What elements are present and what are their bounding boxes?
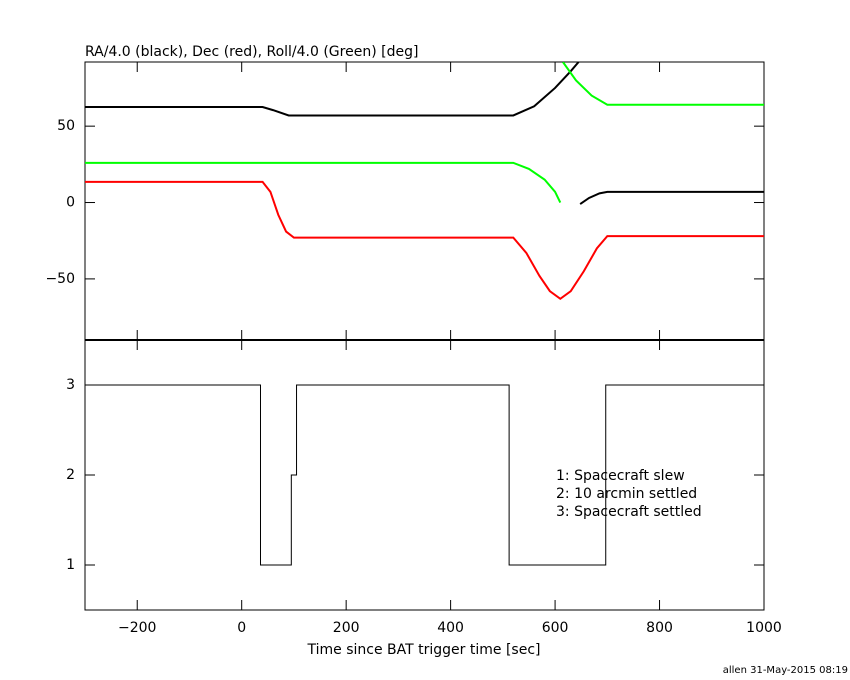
y-tick-label: −50 xyxy=(45,271,75,287)
series-line xyxy=(85,384,764,566)
y-tick-label: 1 xyxy=(66,557,75,573)
x-tick-label: 200 xyxy=(333,620,360,636)
y-tick-label: 3 xyxy=(66,377,75,393)
series-line xyxy=(85,62,764,203)
x-tick-label: 1000 xyxy=(746,620,782,636)
footer: allen 31-May-2015 08:19 xyxy=(723,665,848,676)
plot-frame xyxy=(84,61,765,341)
x-tick-label: −200 xyxy=(118,620,156,636)
x-axis-label: Time since BAT trigger time [sec] xyxy=(307,642,541,658)
legend-note: 3: Spacecraft settled xyxy=(556,504,702,520)
x-tick-label: 800 xyxy=(646,620,673,636)
legend-note: 1: Spacecraft slew xyxy=(556,468,685,484)
y-tick-label: 50 xyxy=(57,118,75,134)
legend-note: 2: 10 arcmin settled xyxy=(556,486,697,502)
series-line xyxy=(85,180,764,300)
x-tick-label: 600 xyxy=(542,620,569,636)
x-tick-label: 0 xyxy=(237,620,246,636)
y-tick-label: 0 xyxy=(66,195,75,211)
x-tick-label: 400 xyxy=(437,620,464,636)
series-line xyxy=(85,62,764,205)
y-tick-label: 2 xyxy=(66,467,75,483)
chart-title: RA/4.0 (black), Dec (red), Roll/4.0 (Gre… xyxy=(85,44,418,60)
